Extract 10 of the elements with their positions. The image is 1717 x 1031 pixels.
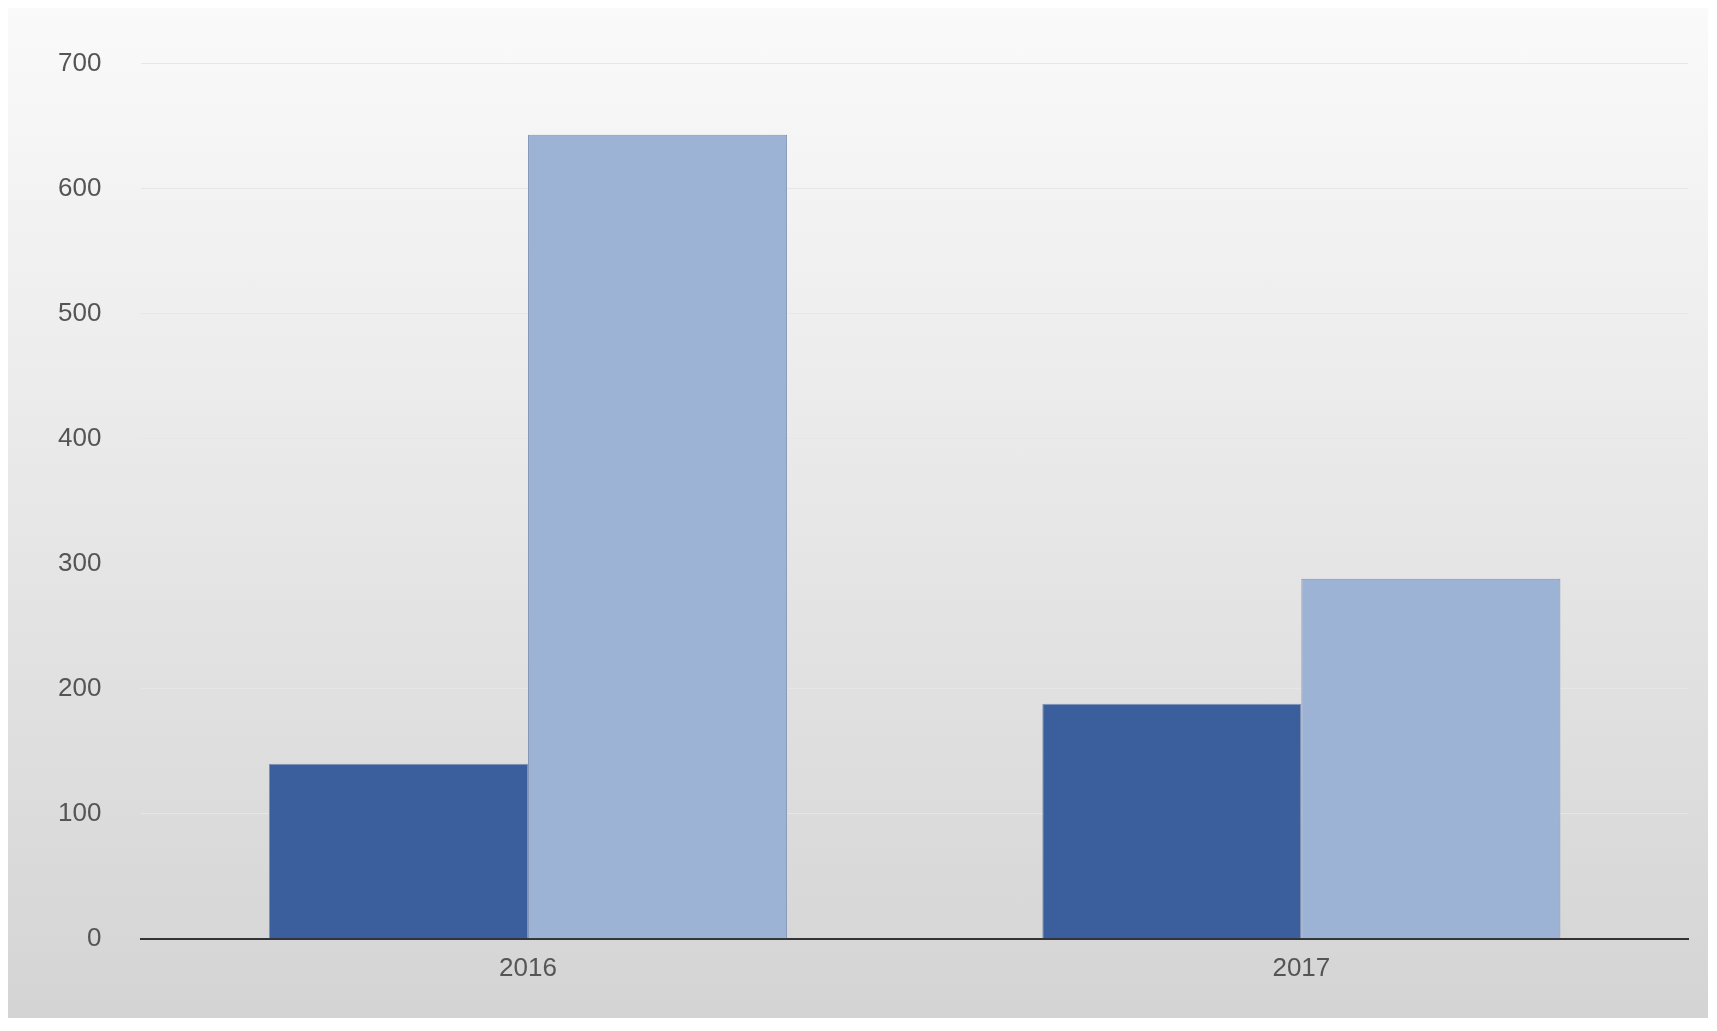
- y-tick-label: 0: [86, 921, 102, 952]
- y-tick-label: 400: [57, 421, 102, 452]
- y-tick-label: 700: [57, 46, 102, 77]
- y-tick-label: 600: [57, 171, 102, 202]
- y-tick-label: 500: [57, 296, 102, 327]
- x-tick-label: 2016: [499, 951, 557, 982]
- y-tick-label: 200: [57, 671, 102, 702]
- x-tick-label: 2017: [1272, 951, 1331, 982]
- y-tick-label: 100: [57, 796, 102, 827]
- y-tick-label: 300: [57, 546, 102, 577]
